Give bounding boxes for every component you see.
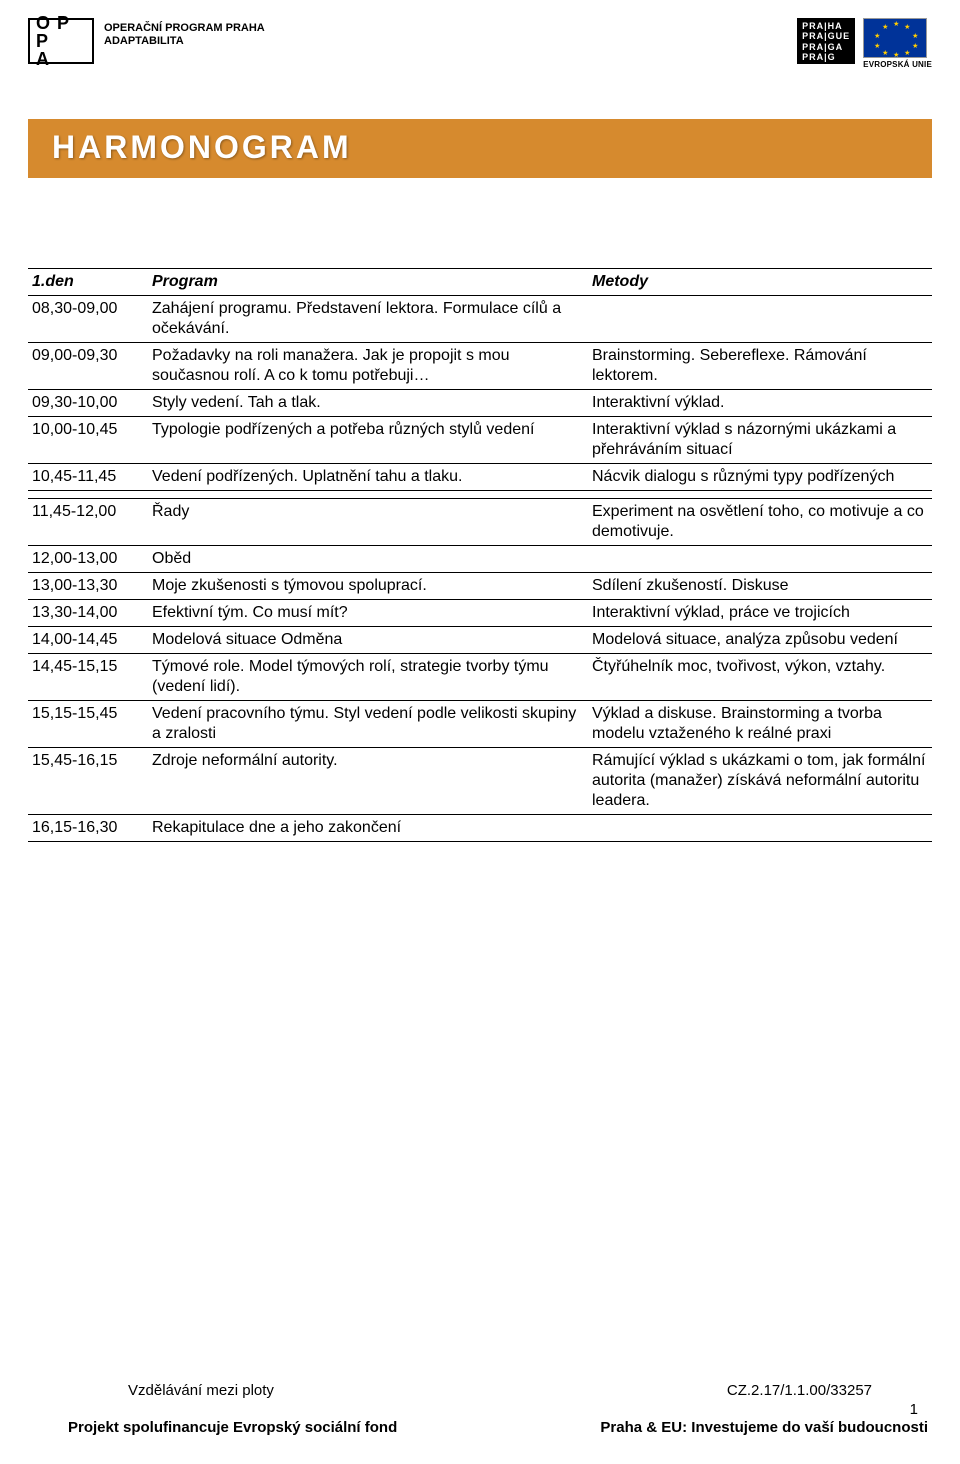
opp-title-l1: OPERAČNÍ PROGRAM PRAHA (104, 22, 265, 35)
cell-prog: Požadavky na roli manažera. Jak je propo… (148, 343, 588, 390)
logo-right: PRA|HA PRA|GUE PRA|GA PRA|G ★ ★ ★ ★ ★ ★ … (797, 18, 932, 69)
footer-right1: CZ.2.17/1.1.00/33257 (727, 1382, 872, 1399)
praha-logo: PRA|HA PRA|GUE PRA|GA PRA|G (797, 18, 855, 64)
table-row: 09,00-09,30 Požadavky na roli manažera. … (28, 343, 932, 390)
cell-prog: Oběd (148, 546, 588, 573)
cell-meth: Modelová situace, analýza způsobu vedení (588, 627, 932, 654)
cell-time: 12,00-13,00 (28, 546, 148, 573)
table-row: 14,45-15,15 Týmové role. Model týmových … (28, 654, 932, 701)
praha-l2: PRA|GUE (802, 31, 850, 41)
table-row: 15,15-15,45 Vedení pracovního týmu. Styl… (28, 701, 932, 748)
footer-left1: Vzdělávání mezi ploty (128, 1382, 274, 1399)
table-row: 13,00-13,30 Moje zkušenosti s týmovou sp… (28, 573, 932, 600)
cell-meth: Interaktivní výklad, práce ve trojicích (588, 600, 932, 627)
praha-l1: PRA|HA (802, 21, 850, 31)
opp-line2: A (36, 50, 86, 68)
cell-time: 14,00-14,45 (28, 627, 148, 654)
cell-time: 10,00-10,45 (28, 417, 148, 464)
cell-meth (588, 815, 932, 842)
hdr-program: Program (148, 269, 588, 296)
logo-left: O P P A OPERAČNÍ PROGRAM PRAHA ADAPTABIL… (28, 18, 265, 64)
cell-prog: Vedení podřízených. Uplatnění tahu a tla… (148, 464, 588, 491)
table-row: 15,45-16,15 Zdroje neformální autority. … (28, 748, 932, 815)
cell-meth (588, 296, 932, 343)
footer: Vzdělávání mezi ploty CZ.2.17/1.1.00/332… (28, 1382, 932, 1436)
table-row: 08,30-09,00 Zahájení programu. Představe… (28, 296, 932, 343)
footer-left2: Projekt spolufinancuje Evropský sociální… (68, 1419, 397, 1436)
eu-logo: ★ ★ ★ ★ ★ ★ ★ ★ ★ ★ EVROPSKÁ UNIE (863, 18, 932, 69)
opp-program-title: OPERAČNÍ PROGRAM PRAHA ADAPTABILITA (104, 18, 265, 48)
cell-time: 11,45-12,00 (28, 499, 148, 546)
table-row: 16,15-16,30 Rekapitulace dne a jeho zako… (28, 815, 932, 842)
cell-meth: Nácvik dialogu s různými typy podřízenýc… (588, 464, 932, 491)
cell-prog: Modelová situace Odměna (148, 627, 588, 654)
table-row: 10,00-10,45 Typologie podřízených a potř… (28, 417, 932, 464)
cell-time: 15,45-16,15 (28, 748, 148, 815)
cell-prog: Zahájení programu. Představení lektora. … (148, 296, 588, 343)
opp-line1: O P P (36, 14, 86, 50)
table-row: 13,30-14,00 Efektivní tým. Co musí mít? … (28, 600, 932, 627)
opp-logo-box: O P P A (28, 18, 94, 64)
cell-meth (588, 546, 932, 573)
cell-time: 16,15-16,30 (28, 815, 148, 842)
page-number: 1 (910, 1401, 918, 1418)
hdr-metody: Metody (588, 269, 932, 296)
schedule-table: 1.den Program Metody 08,30-09,00 Zahájen… (28, 268, 932, 842)
table-row: 10,45-11,45 Vedení podřízených. Uplatněn… (28, 464, 932, 491)
cell-meth: Experiment na osvětlení toho, co motivuj… (588, 499, 932, 546)
cell-meth: Čtyřúhelník moc, tvořivost, výkon, vztah… (588, 654, 932, 701)
cell-meth: Interaktivní výklad s názornými ukázkami… (588, 417, 932, 464)
cell-time: 15,15-15,45 (28, 701, 148, 748)
cell-prog: Moje zkušenosti s týmovou spoluprací. (148, 573, 588, 600)
cell-time: 14,45-15,15 (28, 654, 148, 701)
cell-prog: Týmové role. Model týmových rolí, strate… (148, 654, 588, 701)
title-bar: HARMONOGRAM (28, 119, 932, 178)
cell-time: 09,00-09,30 (28, 343, 148, 390)
cell-prog: Řady (148, 499, 588, 546)
eu-flag-icon: ★ ★ ★ ★ ★ ★ ★ ★ ★ ★ (863, 18, 927, 58)
cell-meth: Sdílení zkušeností. Diskuse (588, 573, 932, 600)
header-logos: O P P A OPERAČNÍ PROGRAM PRAHA ADAPTABIL… (28, 18, 932, 69)
footer-right2: Praha & EU: Investujeme do vaší budoucno… (600, 1419, 928, 1436)
opp-title-l2: ADAPTABILITA (104, 35, 265, 48)
table-header-row: 1.den Program Metody (28, 269, 932, 296)
table-row: 11,45-12,00 Řady Experiment na osvětlení… (28, 499, 932, 546)
cell-prog: Styly vedení. Tah a tlak. (148, 390, 588, 417)
cell-time: 10,45-11,45 (28, 464, 148, 491)
cell-time: 13,30-14,00 (28, 600, 148, 627)
cell-meth: Interaktivní výklad. (588, 390, 932, 417)
cell-prog: Vedení pracovního týmu. Styl vedení podl… (148, 701, 588, 748)
cell-prog: Efektivní tým. Co musí mít? (148, 600, 588, 627)
eu-label: EVROPSKÁ UNIE (863, 60, 932, 69)
table-row: 09,30-10,00 Styly vedení. Tah a tlak. In… (28, 390, 932, 417)
cell-prog: Typologie podřízených a potřeba různých … (148, 417, 588, 464)
cell-meth: Brainstorming. Sebereflexe. Rámování lek… (588, 343, 932, 390)
cell-prog: Zdroje neformální autority. (148, 748, 588, 815)
cell-meth: Rámující výklad s ukázkami o tom, jak fo… (588, 748, 932, 815)
cell-prog: Rekapitulace dne a jeho zakončení (148, 815, 588, 842)
cell-time: 08,30-09,00 (28, 296, 148, 343)
cell-meth: Výklad a diskuse. Brainstorming a tvorba… (588, 701, 932, 748)
praha-l3: PRA|GA (802, 42, 850, 52)
hdr-den: 1.den (28, 269, 148, 296)
table-row: 14,00-14,45 Modelová situace Odměna Mode… (28, 627, 932, 654)
praha-l4: PRA|G (802, 52, 850, 62)
cell-time: 09,30-10,00 (28, 390, 148, 417)
cell-time: 13,00-13,30 (28, 573, 148, 600)
table-gap-row (28, 491, 932, 499)
table-row: 12,00-13,00 Oběd (28, 546, 932, 573)
